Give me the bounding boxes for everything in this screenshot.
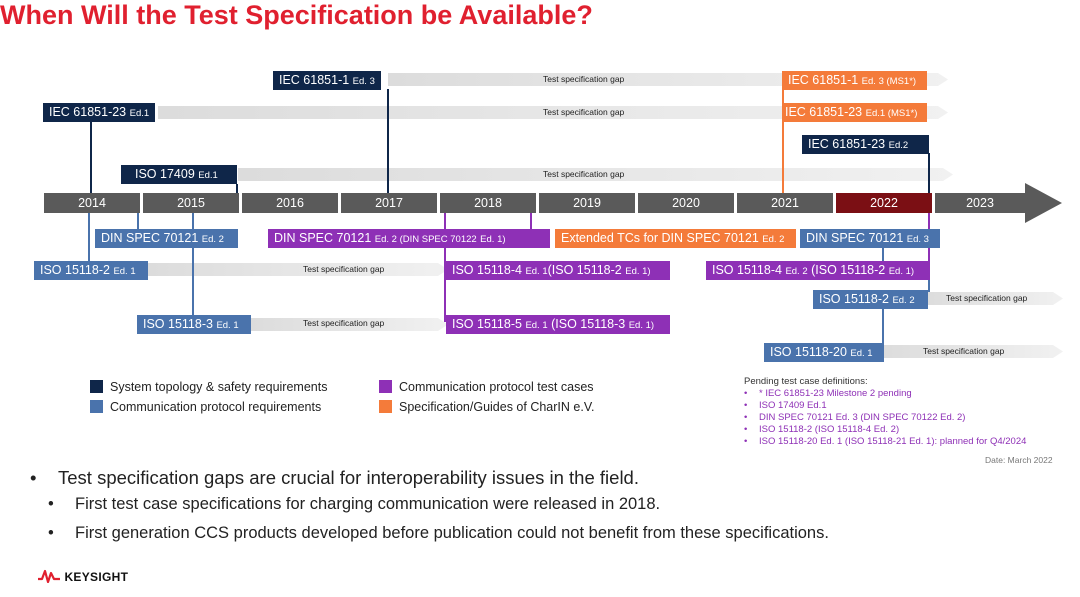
pending-item: ISO 15118-20 Ed. 1 (ISO 15118-21 Ed. 1):… [744, 436, 1026, 448]
spec-box-iec61851-23-ms1: IEC 61851-23 Ed.1 (MS1*) [782, 103, 927, 122]
spec-box-iso15118-20-ed1: ISO 15118-20 Ed. 1 [764, 343, 884, 362]
spec-box-iec61851-1-ed3: IEC 61851-1 Ed. 3 [273, 71, 381, 90]
keysight-wave-icon [38, 569, 60, 584]
pending-item: ISO 15118-2 (ISO 15118-4 Ed. 2) [744, 424, 1026, 436]
bullet-sub: • First generation CCS products developed… [48, 524, 829, 542]
connector-line [530, 212, 532, 230]
year-label: 2020 [638, 193, 734, 213]
pending-definitions: Pending test case definitions: * IEC 618… [744, 376, 1026, 448]
pending-heading: Pending test case definitions: [744, 376, 868, 387]
connector-line [137, 212, 139, 230]
spec-box-iso15118-4-ed2: ISO 15118-4 Ed. 2 (ISO 15118-2 Ed. 1) [706, 261, 930, 280]
legend-swatch [379, 400, 392, 413]
gap-arrow-iso17409 [238, 168, 953, 181]
gap-label: Test specification gap [303, 264, 385, 274]
legend-swatch [379, 380, 392, 393]
gap-arrow-iso15118-20 [880, 345, 1063, 358]
year-label: 2014 [44, 193, 140, 213]
year-label: 2019 [539, 193, 635, 213]
pending-item: ISO 17409 Ed.1 [744, 400, 1026, 412]
year-label-highlight: 2022 [836, 193, 932, 213]
year-label: 2021 [737, 193, 833, 213]
spec-box-iec61851-1-ms1: IEC 61851-1 Ed. 3 (MS1*) [782, 71, 927, 90]
date-label: Date: March 2022 [985, 455, 1053, 465]
spec-box-din70121-ed3: DIN SPEC 70121 Ed. 3 [800, 229, 940, 248]
bullet-dot: • [30, 467, 37, 488]
spec-box-din70121-ed2-tests: DIN SPEC 70121 Ed. 2 (DIN SPEC 70122 Ed.… [268, 229, 550, 248]
spec-box-iso15118-5-ed1: ISO 15118-5 Ed. 1 (ISO 15118-3 Ed. 1) [446, 315, 670, 334]
year-label: 2015 [143, 193, 239, 213]
gap-arrow-iec61851-23 [158, 106, 948, 119]
spec-box-iso15118-2-ed2: ISO 15118-2 Ed. 2 [813, 290, 928, 309]
spec-box-din70121-ed2: DIN SPEC 70121 Ed. 2 [95, 229, 238, 248]
spec-box-iso15118-2-ed1: ISO 15118-2 Ed. 1 [34, 261, 148, 280]
pending-item: DIN SPEC 70121 Ed. 3 (DIN SPEC 70122 Ed.… [744, 412, 1026, 424]
year-label: 2018 [440, 193, 536, 213]
spec-box-extended-tcs: Extended TCs for DIN SPEC 70121 Ed. 2 [555, 229, 796, 248]
bullet-sub: • First test case specifications for char… [48, 495, 661, 513]
connector-line [444, 212, 446, 322]
connector-line [90, 122, 92, 194]
connector-line [236, 184, 238, 194]
year-label: 2023 [935, 193, 1025, 213]
spec-box-iec61851-23-ed2: IEC 61851-23 Ed.2 [802, 135, 929, 154]
year-label: 2016 [242, 193, 338, 213]
gap-arrow-iso15118-2-ed2 [925, 292, 1063, 305]
gap-arrow-iso15118-3 [250, 318, 448, 331]
gap-arrow-iso15118-2 [148, 263, 448, 276]
gap-label: Test specification gap [543, 74, 625, 84]
timeline-arrowhead [1025, 183, 1062, 223]
gap-label: Test specification gap [303, 318, 385, 328]
connector-line [192, 212, 194, 316]
legend-item: Specification/Guides of CharIN e.V. [379, 400, 594, 414]
pending-item: * IEC 61851-23 Milestone 2 pending [744, 388, 1026, 400]
spec-box-iso17409-ed1: ISO 17409 Ed.1 [121, 165, 237, 184]
bullet-main: • Test specification gaps are crucial for… [30, 467, 639, 488]
connector-line [882, 245, 884, 265]
brand-logo: KEYSIGHT [38, 568, 128, 584]
connector-line [387, 89, 389, 194]
bullet-dot: • [48, 495, 54, 513]
connector-line [928, 153, 930, 194]
bullet-dot: • [48, 524, 54, 542]
legend-swatch [90, 400, 103, 413]
spec-box-iso15118-4-ed1: ISO 15118-4 Ed. 1(ISO 15118-2 Ed. 1) [446, 261, 670, 280]
gap-label: Test specification gap [543, 107, 625, 117]
legend-swatch [90, 380, 103, 393]
spec-box-iso15118-3-ed1: ISO 15118-3 Ed. 1 [137, 315, 251, 334]
gap-label: Test specification gap [923, 346, 1005, 356]
spec-box-iec61851-23-ed1: IEC 61851-23 Ed.1 [43, 103, 156, 122]
connector-line [882, 306, 884, 344]
brand-name: KEYSIGHT [64, 570, 129, 584]
connector-line [928, 275, 930, 292]
legend-item: Communication protocol requirements [90, 400, 321, 414]
page-title: When Will the Test Specification be Avai… [0, 0, 593, 30]
connector-line [88, 212, 90, 263]
year-label: 2017 [341, 193, 437, 213]
legend-item: System topology & safety requirements [90, 380, 327, 394]
connector-line [782, 89, 784, 194]
gap-label: Test specification gap [543, 169, 625, 179]
legend-item: Communication protocol test cases [379, 380, 594, 394]
gap-label: Test specification gap [946, 293, 1028, 303]
